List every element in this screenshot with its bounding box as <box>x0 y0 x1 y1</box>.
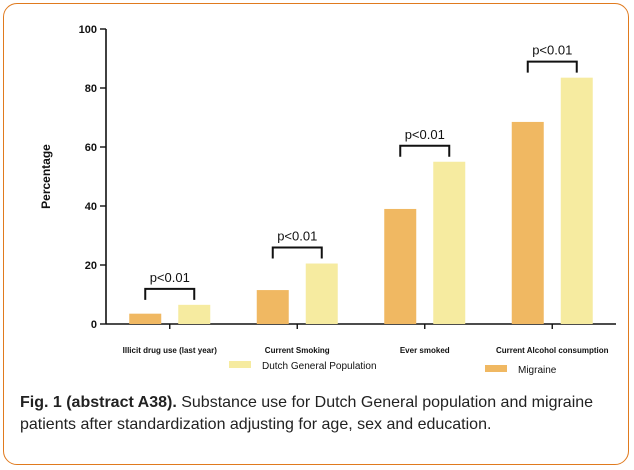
p-value-label: p<0.01 <box>277 229 317 244</box>
legend-swatch-dutch-general <box>229 361 251 368</box>
bar-migraine <box>511 121 544 324</box>
legend-label: Migraine <box>518 365 557 376</box>
bar-chart: 0 20 40 60 80 100 Percentage Illicit drug use (… <box>39 24 616 376</box>
x-tick-label: Ever smoked <box>400 346 450 355</box>
bar-dutch-general <box>433 161 466 324</box>
bar-dutch-general <box>178 304 211 324</box>
significance-bracket <box>144 287 196 300</box>
y-tick-label: 100 <box>79 24 97 36</box>
figure-caption: Fig. 1 (abstract A38). Substance use for… <box>20 392 620 436</box>
legend-label: Dutch General Population <box>262 361 377 372</box>
bar-dutch-general <box>305 263 338 324</box>
significance-bracket <box>399 144 451 157</box>
y-tick-label: 0 <box>91 319 97 331</box>
bar-migraine <box>129 313 162 324</box>
x-tick-label: Illicit drug use (last year) <box>123 346 218 355</box>
p-value-label: p<0.01 <box>405 127 445 142</box>
y-tick-label: 80 <box>85 83 97 95</box>
caption-label: Fig. 1 (abstract A38). <box>20 394 177 411</box>
x-tick-label: Current Smoking <box>265 346 330 355</box>
y-axis-label: Percentage <box>39 144 53 209</box>
y-tick-label: 40 <box>85 201 97 213</box>
bar-dutch-general <box>560 77 593 324</box>
bar-migraine <box>256 290 289 324</box>
significance-bracket <box>271 246 323 259</box>
bar-migraine <box>384 208 417 324</box>
y-tick-label: 60 <box>85 142 97 154</box>
x-tick-label: Current Alcohol consumption <box>496 346 609 355</box>
p-value-label: p<0.01 <box>150 270 190 285</box>
y-tick-label: 20 <box>85 260 97 272</box>
p-value-label: p<0.01 <box>532 43 572 58</box>
legend-swatch-migraine <box>485 365 507 372</box>
caption-text: Substance use for Dutch General populati… <box>20 394 594 433</box>
significance-bracket <box>526 60 578 73</box>
